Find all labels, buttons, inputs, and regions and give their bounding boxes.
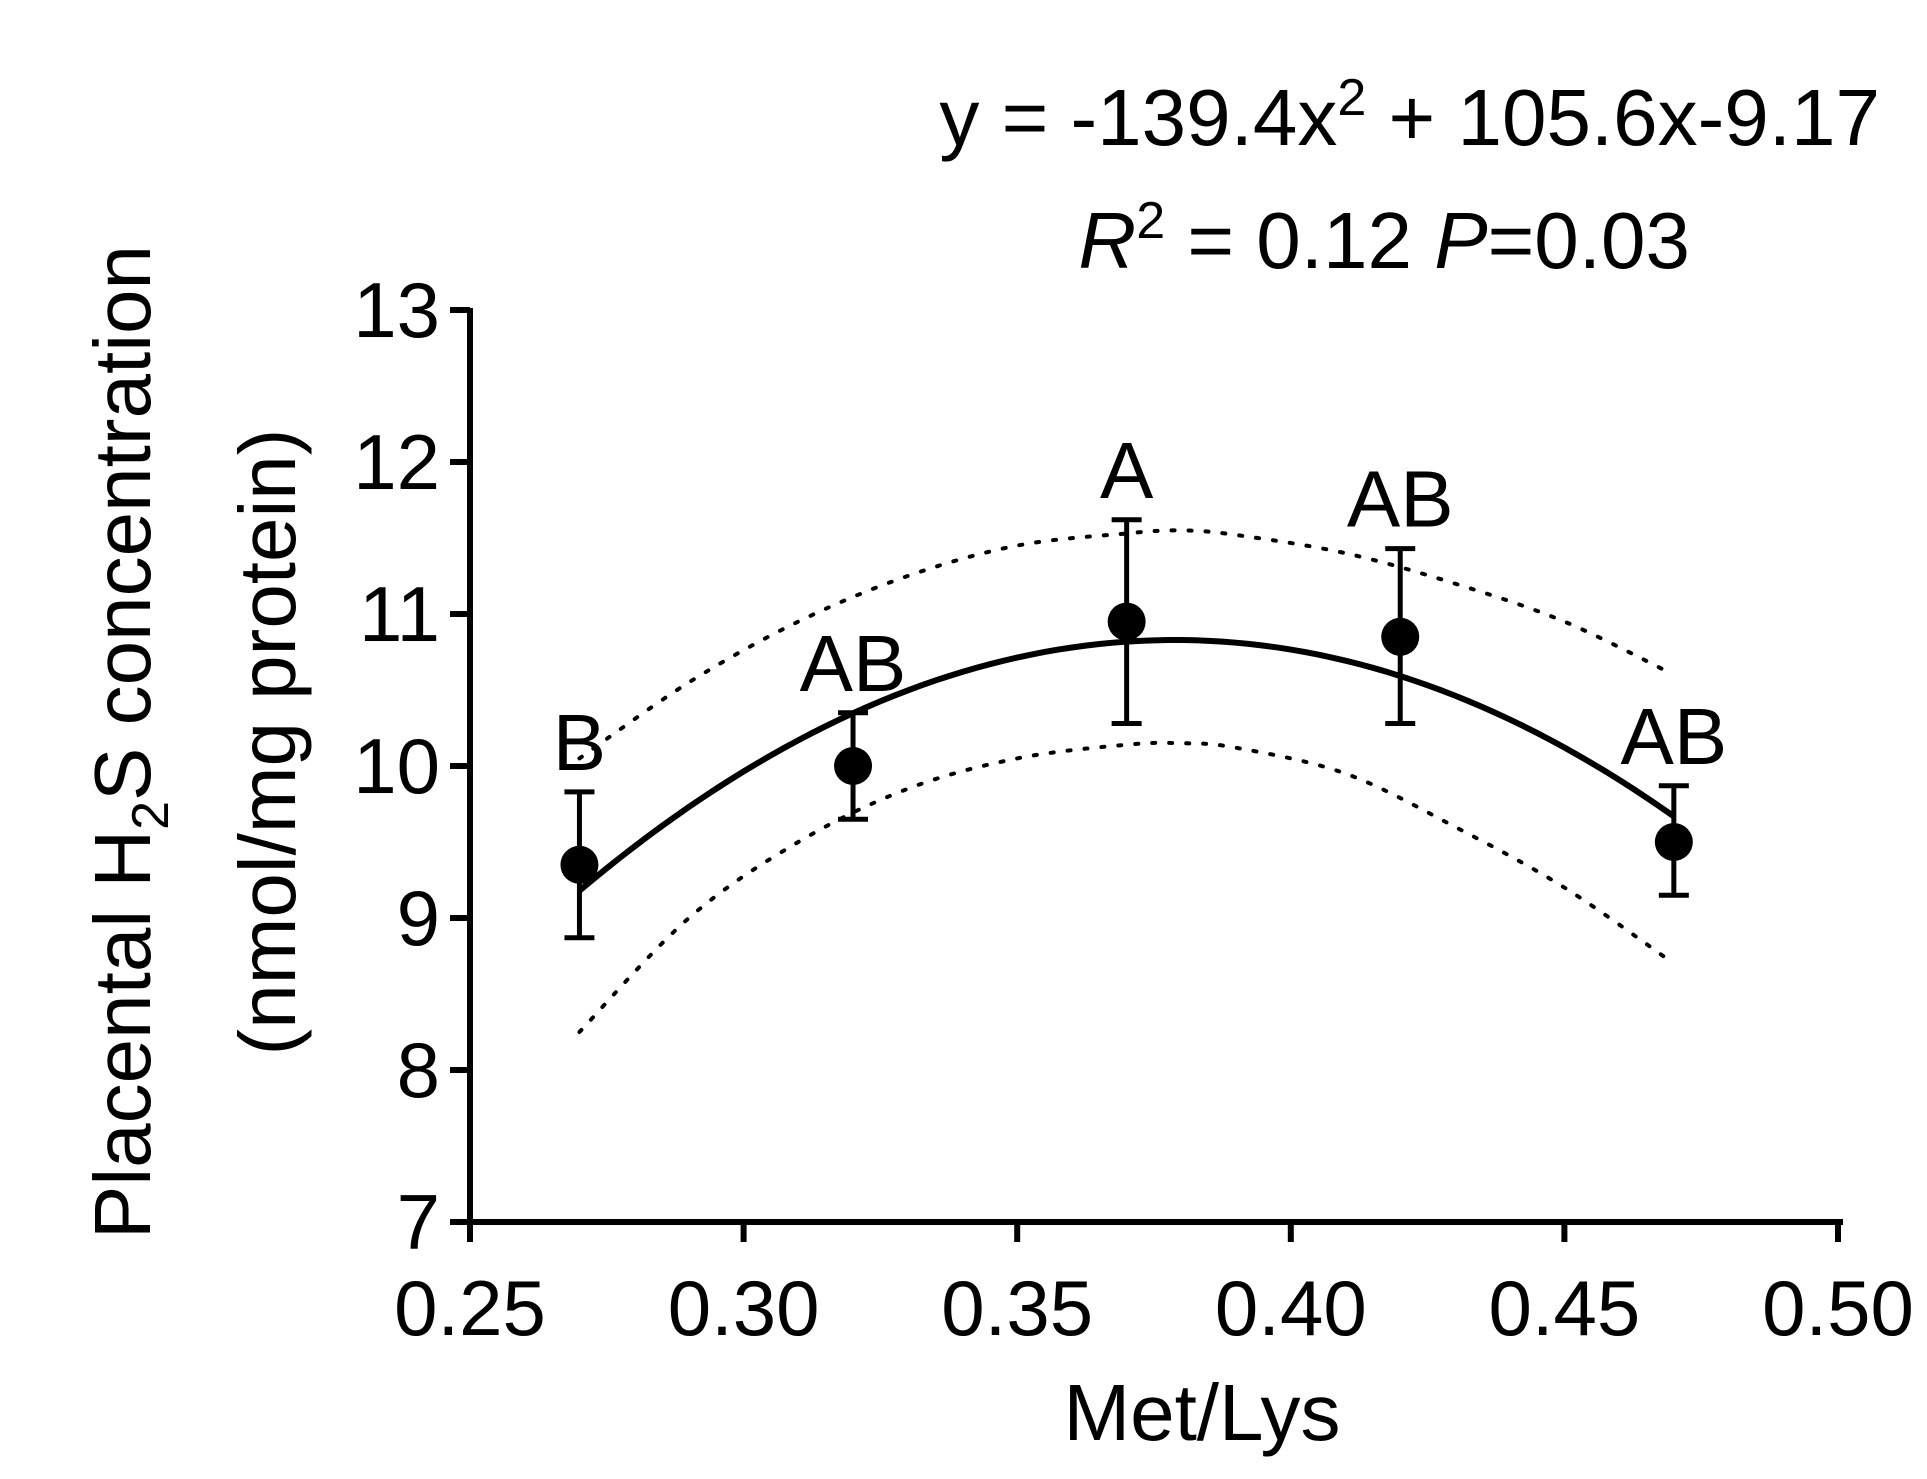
lower-confidence-band [577, 740, 1676, 1034]
y-tick-label: 10 [353, 722, 440, 810]
data-point-marker [1107, 602, 1146, 641]
y-axis-title-prefix: Placental H [78, 830, 167, 1239]
fit-statistics: R2 = 0.12 P=0.03 [1078, 192, 1690, 285]
data-point-group: AB [1620, 692, 1727, 898]
y-tick-label: 7 [397, 1178, 440, 1266]
r-squared-label: R [1078, 196, 1136, 285]
regression-equation: y = -139.4x2 + 105.6x-9.17 [939, 69, 1880, 162]
equation-prefix: y = -139.4x [939, 73, 1337, 162]
x-tick-label: 0.35 [941, 1264, 1093, 1352]
significance-letter: B [553, 698, 606, 787]
x-tick-label: 0.40 [1215, 1264, 1367, 1352]
data-point-group: A [1100, 426, 1154, 726]
r-squared-exponent: 2 [1136, 192, 1165, 250]
x-tick-label: 0.30 [668, 1264, 820, 1352]
data-point-group: AB [800, 619, 907, 822]
y-axis-unit: (nmol/mg protein) [223, 429, 312, 1056]
significance-letter: A [1100, 426, 1154, 515]
x-axis-title: Met/Lys [1063, 1368, 1340, 1457]
y-tick-label: 13 [353, 266, 440, 354]
y-axis-ticks: 7 8 9 10 11 12 13 [353, 266, 470, 1266]
x-axis-ticks: 0.25 0.30 0.35 0.40 0.45 0.50 [394, 1222, 1914, 1352]
data-point-marker [1381, 617, 1420, 656]
significance-letter: AB [1620, 692, 1727, 781]
equation-suffix: + 105.6x-9.17 [1366, 73, 1880, 162]
p-value: =0.03 [1488, 196, 1690, 285]
data-points: B AB A AB AB [553, 426, 1727, 941]
y-axis-title-subscript: 2 [122, 801, 180, 830]
x-tick-label: 0.50 [1762, 1264, 1914, 1352]
y-axis-title-suffix: S concentration [78, 245, 167, 801]
data-point-group: AB [1347, 455, 1454, 726]
r-squared-value: = 0.12 [1165, 196, 1434, 285]
upper-confidence-band [577, 528, 1676, 761]
significance-letter: AB [800, 619, 907, 708]
data-point-marker [834, 747, 873, 785]
data-point-marker [560, 845, 599, 884]
data-point-group: B [553, 698, 606, 941]
y-tick-label: 8 [397, 1026, 440, 1114]
x-tick-label: 0.45 [1488, 1264, 1640, 1352]
y-tick-label: 9 [397, 874, 440, 962]
y-tick-label: 12 [353, 418, 440, 506]
equation-exponent: 2 [1337, 69, 1366, 127]
y-tick-label: 11 [359, 570, 440, 658]
significance-letter: AB [1347, 455, 1454, 544]
y-axis-title: Placental H2S concentration [78, 245, 180, 1239]
p-label: P [1434, 196, 1487, 285]
x-tick-label: 0.25 [394, 1264, 546, 1352]
data-point-marker [1654, 823, 1693, 861]
